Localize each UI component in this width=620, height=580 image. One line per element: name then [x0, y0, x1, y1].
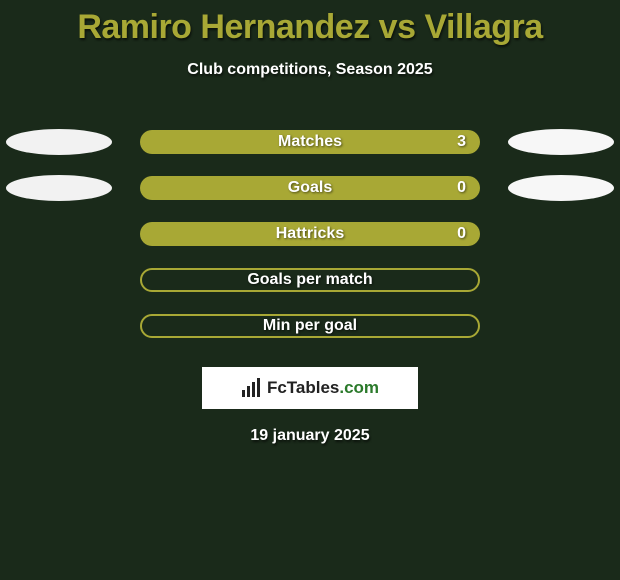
stat-bar: Goals per match [140, 268, 480, 292]
player-b-name: Villagra [424, 8, 542, 46]
subtitle: Club competitions, Season 2025 [0, 61, 620, 79]
date-text: 19 january 2025 [0, 427, 620, 445]
stat-row: Min per goal [0, 303, 620, 349]
logo-text-b: .com [339, 378, 379, 397]
stat-label: Goals per match [247, 271, 372, 289]
stat-value: 3 [457, 133, 466, 151]
stat-label: Hattricks [276, 225, 344, 243]
logo-text: FcTables.com [267, 378, 379, 398]
stat-row: Goals per match [0, 257, 620, 303]
stat-label: Min per goal [263, 317, 357, 335]
logo-text-a: FcTables [267, 378, 339, 397]
stat-value: 0 [457, 179, 466, 197]
stat-value: 0 [457, 225, 466, 243]
stat-bar: Hattricks 0 [140, 222, 480, 246]
right-ellipse [508, 175, 614, 201]
stat-row: Goals 0 [0, 165, 620, 211]
stat-bar: Min per goal [140, 314, 480, 338]
fctables-logo[interactable]: FcTables.com [202, 367, 418, 409]
stat-row: Matches 3 [0, 119, 620, 165]
stat-bar: Matches 3 [140, 130, 480, 154]
left-ellipse [6, 129, 112, 155]
page-title: Ramiro Hernandez vs Villagra [0, 0, 620, 47]
player-a-name: Ramiro Hernandez [77, 8, 369, 46]
bar-chart-icon [241, 378, 261, 398]
vs-text: vs [370, 8, 425, 46]
stat-label: Goals [288, 179, 332, 197]
left-ellipse [6, 175, 112, 201]
stats-container: Matches 3 Goals 0 Hattricks 0 Goals per match M… [0, 119, 620, 349]
stat-bar: Goals 0 [140, 176, 480, 200]
right-ellipse [508, 129, 614, 155]
stat-label: Matches [278, 133, 342, 151]
stat-row: Hattricks 0 [0, 211, 620, 257]
